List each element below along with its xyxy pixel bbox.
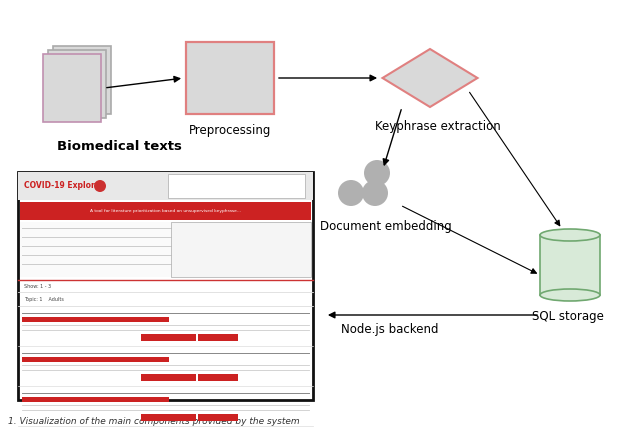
FancyBboxPatch shape — [198, 414, 238, 421]
FancyBboxPatch shape — [141, 414, 196, 421]
Text: Keyphrase extraction: Keyphrase extraction — [375, 120, 501, 133]
FancyBboxPatch shape — [141, 374, 196, 381]
FancyBboxPatch shape — [18, 172, 313, 400]
Text: 1. Visualization of the main components provided by the system: 1. Visualization of the main components … — [8, 417, 300, 426]
FancyBboxPatch shape — [22, 397, 169, 402]
Text: Biomedical texts: Biomedical texts — [57, 140, 182, 153]
Text: A tool for literature prioritization based on unsupervised keyphrase...: A tool for literature prioritization bas… — [90, 209, 241, 213]
FancyBboxPatch shape — [53, 46, 111, 114]
Circle shape — [94, 180, 106, 192]
FancyBboxPatch shape — [20, 202, 311, 220]
FancyBboxPatch shape — [186, 42, 274, 114]
Text: Preprocessing: Preprocessing — [189, 124, 271, 137]
Text: COVID-19 Explorer: COVID-19 Explorer — [24, 181, 104, 191]
FancyBboxPatch shape — [141, 334, 196, 341]
Text: Topic: 1    Adults: Topic: 1 Adults — [24, 296, 64, 302]
Ellipse shape — [540, 289, 600, 301]
Text: Document embedding: Document embedding — [320, 220, 452, 233]
Ellipse shape — [540, 229, 600, 241]
FancyBboxPatch shape — [168, 174, 305, 198]
FancyBboxPatch shape — [18, 172, 313, 200]
FancyBboxPatch shape — [43, 54, 101, 122]
FancyBboxPatch shape — [171, 222, 311, 277]
Circle shape — [362, 180, 388, 206]
FancyBboxPatch shape — [22, 357, 169, 362]
Polygon shape — [383, 49, 477, 107]
FancyBboxPatch shape — [540, 235, 600, 295]
FancyBboxPatch shape — [48, 50, 106, 118]
FancyBboxPatch shape — [198, 334, 238, 341]
Circle shape — [364, 160, 390, 186]
Text: Show: 1 - 3: Show: 1 - 3 — [24, 285, 51, 289]
Text: SQL storage: SQL storage — [532, 310, 604, 323]
FancyBboxPatch shape — [198, 374, 238, 381]
FancyBboxPatch shape — [22, 317, 169, 322]
Circle shape — [338, 180, 364, 206]
FancyBboxPatch shape — [20, 222, 311, 277]
Text: Node.js backend: Node.js backend — [341, 323, 439, 336]
